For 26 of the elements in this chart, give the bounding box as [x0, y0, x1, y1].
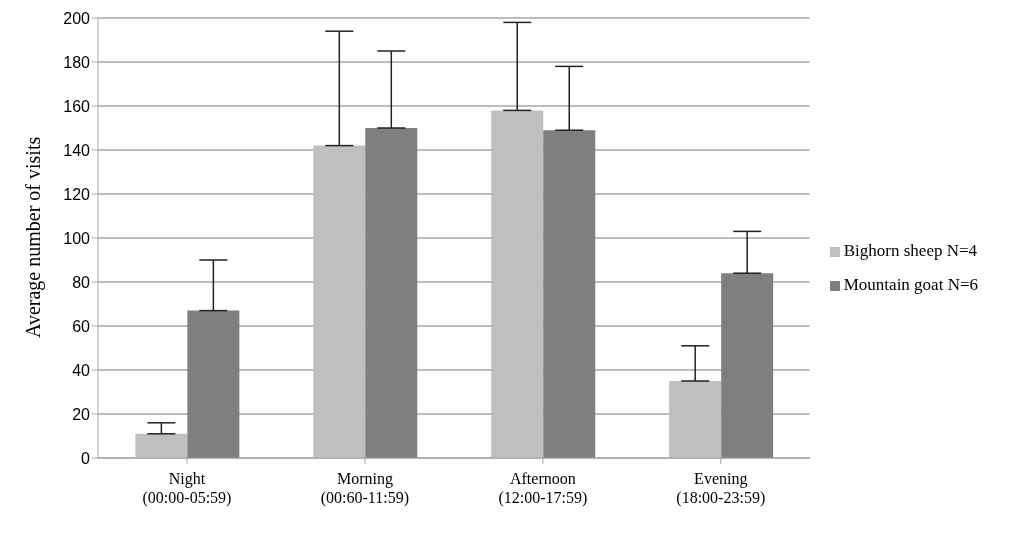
bar [187, 310, 240, 458]
x-tick-label: Afternoon (12:00-17:59) [498, 470, 588, 507]
y-tick-label: 100 [63, 229, 91, 247]
bar [543, 130, 596, 458]
bar [135, 433, 188, 458]
y-tick-label: 160 [63, 97, 91, 115]
bar [313, 145, 366, 458]
x-tick-label: Morning (00:60-11:59) [320, 470, 410, 507]
legend-label: Bighorn sheep N=4 [843, 241, 978, 260]
y-tick-label: 0 [81, 449, 91, 467]
y-tick-label: 80 [72, 273, 91, 291]
bar [491, 110, 544, 458]
y-tick-label: 180 [63, 53, 91, 71]
y-tick-label: 200 [63, 9, 91, 27]
x-tick-label: Evening (18:00-23:59) [676, 470, 766, 507]
x-tick-label: Night (00:00-05:59) [142, 470, 232, 507]
y-tick-label: 40 [72, 361, 91, 379]
y-tick-label: 60 [72, 317, 91, 335]
y-tick-label: 120 [63, 185, 91, 203]
bar [669, 381, 722, 458]
y-axis-title: Average number of visits [22, 136, 46, 338]
bar [721, 273, 774, 458]
bar [365, 128, 418, 458]
legend-label: Mountain goat N=6 [843, 275, 978, 294]
y-tick-label: 20 [72, 405, 91, 423]
y-tick-label: 140 [63, 141, 91, 159]
